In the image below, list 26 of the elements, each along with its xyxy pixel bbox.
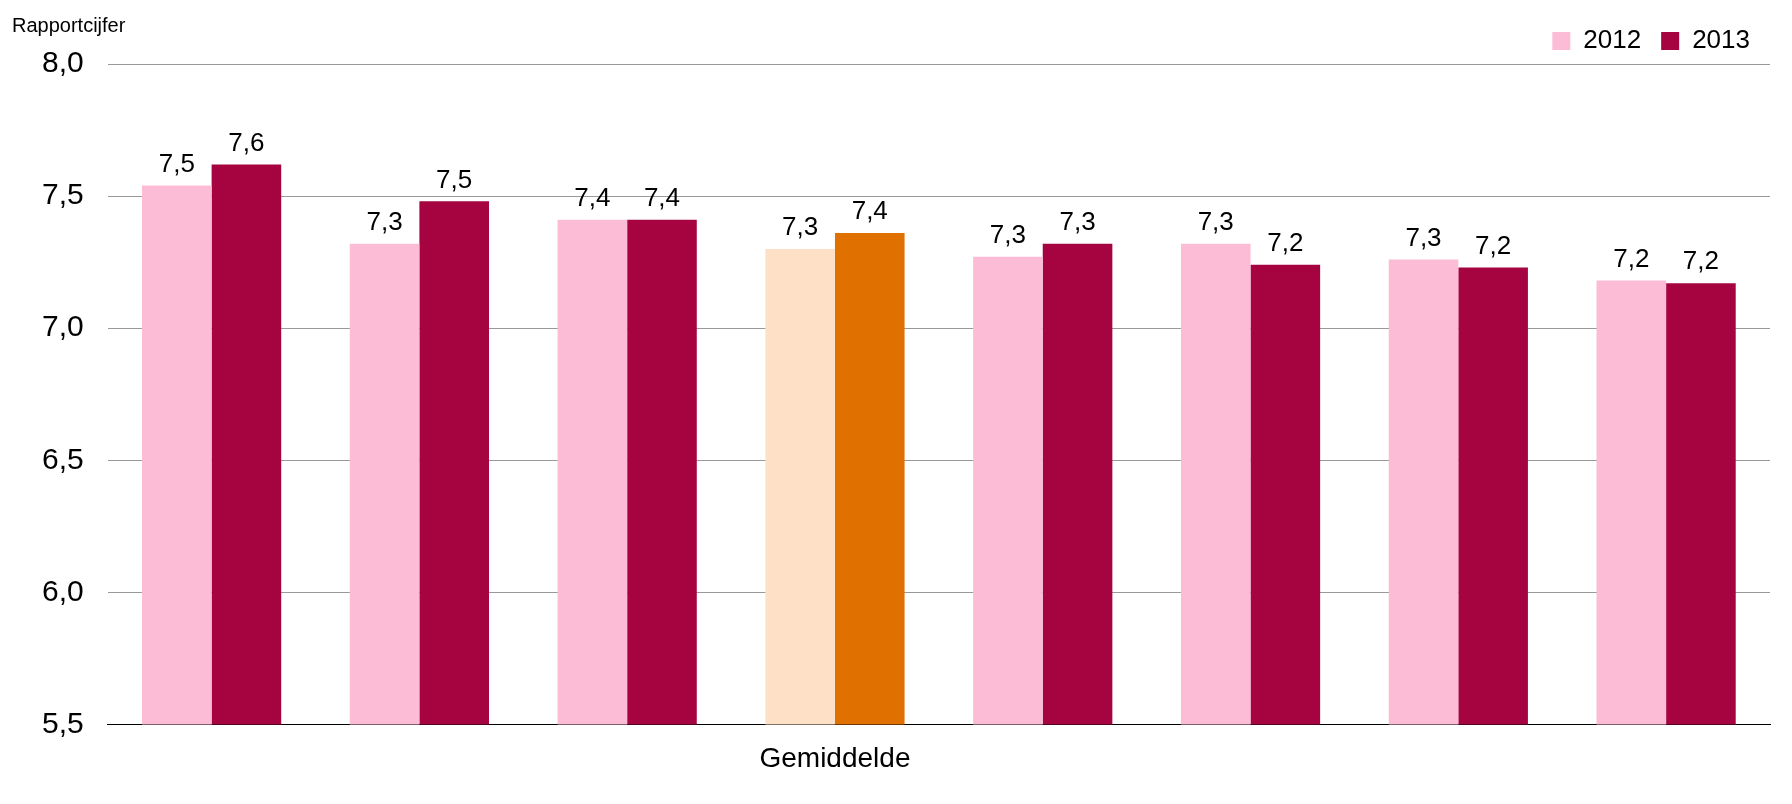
data-label: 7,3 (1197, 205, 1234, 236)
data-label: 7,5 (436, 163, 473, 194)
y-axis-title: Rapportcijfer (12, 13, 126, 36)
data-label: 7,4 (574, 182, 611, 213)
data-label: 7,6 (228, 126, 265, 157)
y-tick-label: 7,5 (41, 177, 84, 211)
data-label: 7,3 (782, 211, 819, 242)
y-tick-label: 6,0 (41, 573, 84, 607)
data-label: 7,2 (1267, 226, 1304, 257)
data-label: 7,2 (1475, 229, 1512, 260)
data-label: 7,4 (643, 182, 681, 213)
data-label: 7,5 (158, 147, 195, 178)
y-tick-label: 6,5 (41, 441, 84, 475)
data-label: 7,3 (989, 219, 1027, 250)
legend-label: 2013 (1692, 24, 1750, 55)
data-label: 7,4 (851, 195, 888, 226)
y-tick-label: 8,0 (41, 45, 84, 79)
data-label: 7,3 (366, 205, 403, 236)
data-label: 7,3 (1059, 205, 1096, 236)
legend-label: 2012 (1583, 24, 1642, 55)
data-label: 7,2 (1682, 245, 1719, 276)
y-tick-label: 7,0 (41, 309, 84, 343)
data-label: 7,2 (1613, 242, 1650, 273)
y-tick-label: 5,5 (41, 705, 84, 739)
x-tick-label: Gemiddelde (759, 741, 911, 773)
data-label: 7,3 (1405, 221, 1442, 252)
